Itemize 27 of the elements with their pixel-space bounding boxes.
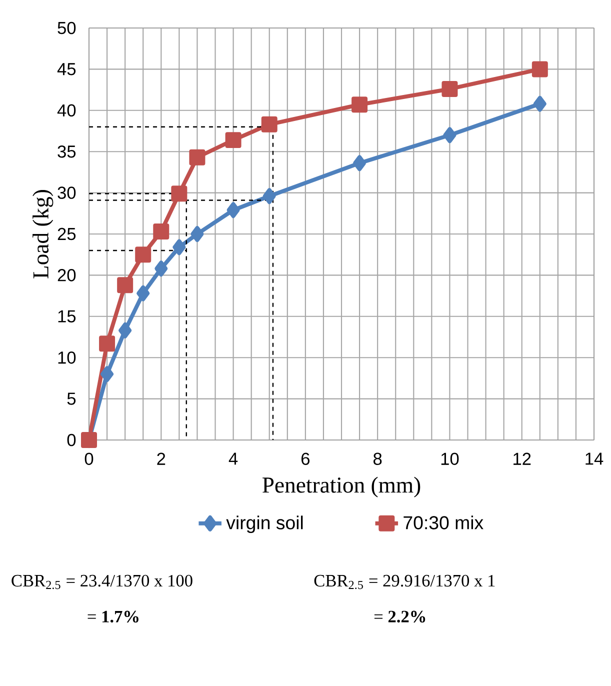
y-tick-label: 35	[58, 145, 76, 158]
legend-label: 70:30 mix	[404, 516, 484, 530]
x-tick-label: 4	[228, 452, 238, 465]
text: CBR$_{2.5}$ = 29.916/1370 x 1	[314, 574, 495, 590]
x-tick-label: 14	[586, 452, 604, 465]
y-tick-label: 0	[67, 434, 76, 446]
y-tick-label: 40	[57, 104, 76, 117]
text: CBR$_{2.5}$ = 23.4/1370 x 100	[12, 574, 192, 590]
y-tick-label: 20	[58, 269, 76, 282]
x-tick-label: 6	[301, 452, 310, 465]
y-tick-label: 5	[67, 392, 76, 405]
y-tick-label: 50	[58, 22, 76, 34]
text: = 1.7%	[88, 610, 138, 623]
y-axis-title: Load (kg)	[32, 190, 54, 278]
x-tick-label: 8	[374, 452, 382, 465]
x-tick-label: 12	[514, 452, 531, 465]
text: = 2.2%	[374, 610, 426, 623]
x-tick-label: 10	[441, 452, 459, 465]
y-tick-label: 25	[58, 228, 76, 240]
x-tick-label: 0	[84, 452, 94, 465]
y-tick-label: 45	[57, 63, 76, 76]
y-tick-label: 10	[58, 351, 76, 364]
legend-label: virgin soil	[226, 516, 303, 534]
y-tick-label: 15	[58, 310, 76, 322]
y-tick-label: 30	[58, 186, 76, 199]
x-axis-title: Penetration (mm)	[262, 476, 420, 498]
x-tick-label: 2	[157, 452, 166, 465]
